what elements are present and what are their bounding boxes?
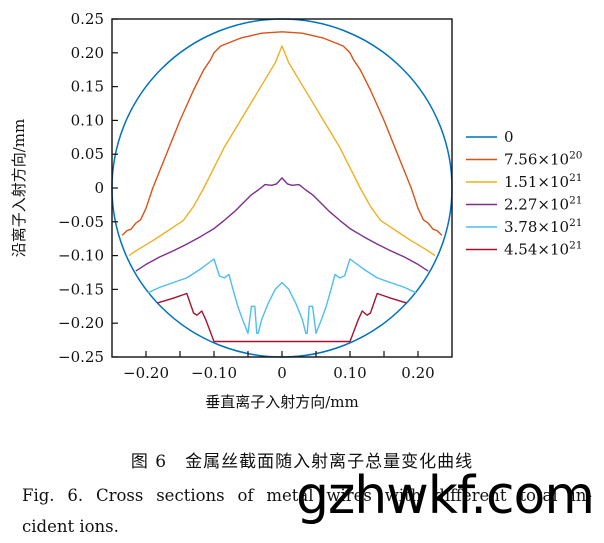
plot-series — [111, 18, 453, 358]
y-tick-label: 0.25 — [71, 10, 104, 28]
y-tick-label: −0.15 — [58, 280, 104, 298]
series-line-3 — [135, 177, 429, 272]
caption-line-2: cident ions. — [22, 517, 119, 536]
legend-label: 7.56×1020 — [504, 150, 582, 169]
y-tick-label: −0.05 — [58, 213, 104, 231]
legend-label: 1.51×1021 — [504, 172, 582, 191]
y-tick-label: −0.20 — [58, 314, 104, 332]
y-tick-label: 0.15 — [71, 78, 104, 96]
y-tick-label: 0.10 — [71, 111, 104, 129]
series-line-2 — [128, 45, 436, 257]
y-tick-label: −0.10 — [58, 247, 104, 265]
caption-line-1: Fig. 6. Cross sections of metal wires wi… — [22, 486, 592, 505]
legend-label: 0 — [504, 128, 514, 146]
y-tick-label: −0.25 — [58, 348, 104, 366]
x-tick-label: 0.20 — [401, 364, 434, 382]
y-tick-label: 0.20 — [71, 44, 104, 62]
chart: −0.20 −0.10 0 0.10 0.20 0.25 0.20 0.15 0.10 0.05… — [10, 10, 582, 411]
legend-label: 3.78×1021 — [504, 217, 582, 236]
series-line-0 — [111, 18, 453, 358]
y-axis: 0.25 0.20 0.15 0.10 0.05 0 −0.05 −0.10 −0.15 −0.2… — [58, 10, 118, 366]
x-tick-label: 0.10 — [333, 364, 366, 382]
watermark: gzhwkf.com — [296, 466, 595, 526]
plot-frame — [111, 18, 453, 358]
x-tick-label: −0.10 — [191, 364, 237, 382]
legend-label: 2.27×1021 — [504, 195, 582, 214]
series-line-1 — [121, 31, 443, 236]
y-tick-label: 0 — [94, 179, 104, 197]
x-tick-label: 0 — [277, 364, 287, 382]
series-line-5 — [157, 292, 407, 343]
legend: 0 7.56×1020 1.51×1021 2.27×1021 3.78×1021 4.5… — [466, 128, 582, 259]
figure-caption-chinese: 图 6 金属丝截面随入射离子总量变化曲线 — [130, 452, 474, 472]
x-axis: −0.20 −0.10 0 0.10 0.20 — [123, 351, 435, 382]
x-axis-title: 垂直离子入射方向/mm — [205, 393, 359, 411]
figure-caption-english: Fig. 6. Cross sections of metal wires wi… — [22, 480, 592, 542]
series-line-4 — [147, 258, 417, 334]
y-axis-title: 沿离子入射方向/mm — [10, 119, 28, 258]
x-tick-label: −0.20 — [123, 364, 169, 382]
legend-label: 4.54×1021 — [504, 240, 582, 259]
y-tick-label: 0.05 — [71, 145, 104, 163]
